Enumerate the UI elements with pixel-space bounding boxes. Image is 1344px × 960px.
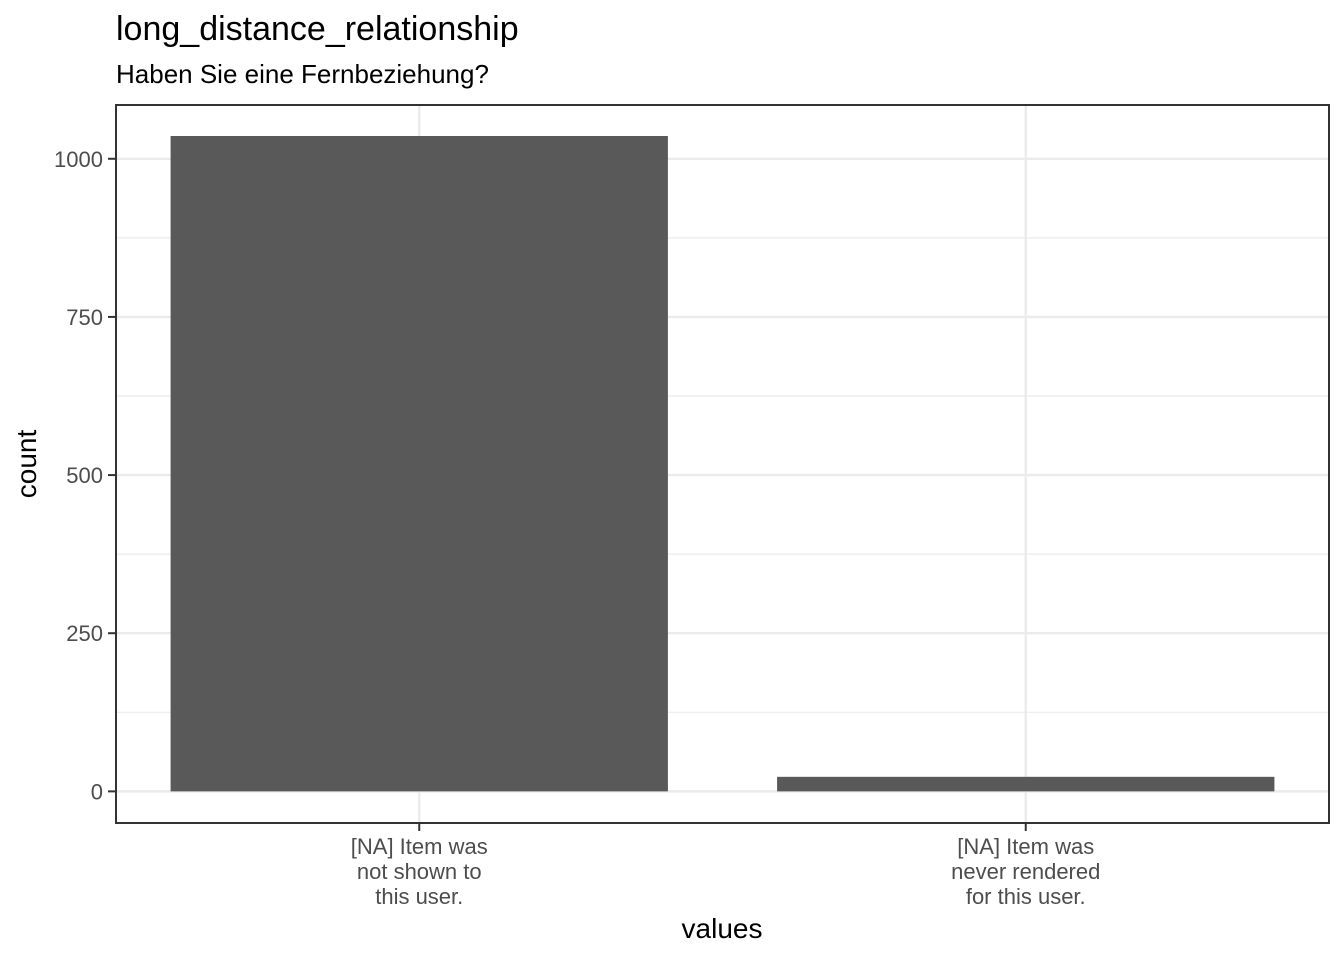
chart-title: long_distance_relationship [116, 10, 519, 48]
bar [777, 776, 1275, 792]
y-tick-label: 0 [91, 779, 103, 804]
plot-border [115, 104, 1330, 824]
y-tick-label: 750 [66, 305, 103, 330]
y-tick-label: 500 [66, 463, 103, 488]
bar [170, 135, 668, 792]
chart-subtitle: Haben Sie eine Fernbeziehung? [116, 59, 489, 89]
x-tick-label: [NA] Item was never rendered for this user… [951, 834, 1100, 909]
y-tick-label: 250 [66, 621, 103, 646]
x-axis-title: values [682, 913, 763, 944]
x-tick-label: [NA] Item was not shown to this user. [351, 834, 488, 909]
y-tick-label: 1000 [54, 147, 103, 172]
y-axis-title: count [11, 430, 42, 499]
bars [170, 135, 1275, 792]
x-axis: [NA] Item was not shown to this user. [NA] … [351, 823, 1100, 909]
y-axis: 0 250 500 750 1000 [54, 147, 116, 804]
